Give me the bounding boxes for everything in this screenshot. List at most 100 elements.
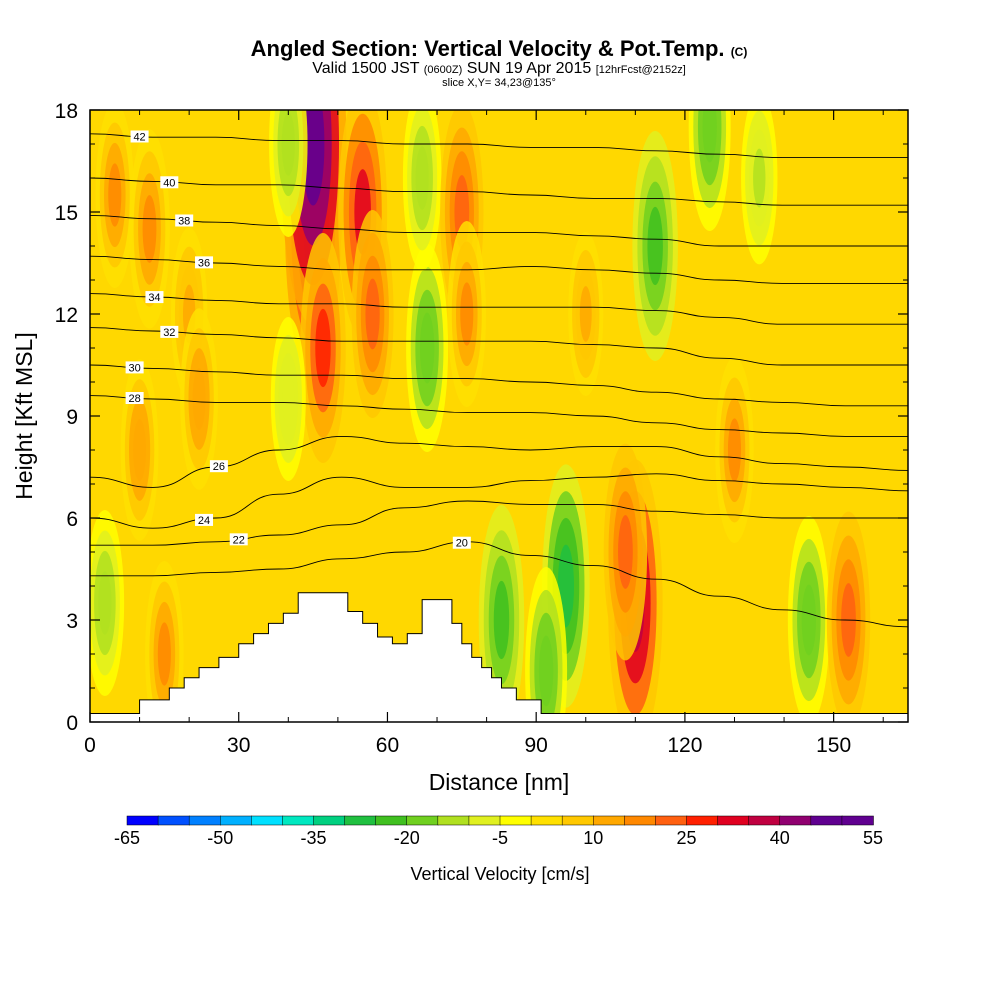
theta-contour <box>90 177 908 206</box>
velocity-cell <box>192 368 206 430</box>
colorbar-tick-label: -5 <box>492 828 508 848</box>
theta-contours: 20 22 24 26 28 30 32 34 36 38 40 42 <box>90 130 908 628</box>
y-axis-label: Height [Kft MSL] <box>11 332 37 499</box>
contour-label-bg <box>229 533 248 546</box>
velocity-cell <box>538 635 554 707</box>
colorbar-swatch <box>375 815 408 826</box>
colorbar-tick-label: 55 <box>863 828 883 848</box>
velocity-cell <box>157 622 171 686</box>
colorbar-swatch <box>406 815 439 826</box>
velocity-cell <box>618 515 633 589</box>
y-tick-label: 0 <box>66 712 78 735</box>
terrain-mask <box>89 592 909 723</box>
velocity-cell <box>647 206 663 286</box>
contour-label: 36 <box>198 257 210 269</box>
contour-label-bg <box>209 460 228 473</box>
velocity-cell <box>301 110 325 206</box>
y-tick-label: 12 <box>55 304 78 327</box>
colorbar-tick-label: -20 <box>394 828 420 848</box>
velocity-cell <box>727 418 742 482</box>
velocity-cell <box>753 148 766 208</box>
theta-contour <box>90 133 908 159</box>
contour-label: 40 <box>163 177 175 189</box>
y-tick-label: 15 <box>55 202 78 225</box>
contour-label: 30 <box>128 362 140 374</box>
chart-subtitle: Valid 1500 JST (0600Z) SUN 19 Apr 2015 [… <box>312 60 686 77</box>
x-axis: 0 30 60 90 120 150 <box>84 110 884 757</box>
contour-label-bg <box>452 536 471 549</box>
velocity-cell <box>365 278 380 350</box>
colorbar-tick-label: 40 <box>770 828 790 848</box>
theta-contour <box>90 293 908 325</box>
slice-info: slice X,Y= 34,23@135° <box>442 77 556 89</box>
colorbar-swatch <box>779 815 812 826</box>
contour-label: 42 <box>133 131 145 143</box>
x-tick-label: 90 <box>525 734 548 757</box>
theta-contour <box>90 395 908 437</box>
colorbar-swatch <box>282 815 315 826</box>
colorbar-swatch <box>251 815 284 826</box>
colorbar-swatch <box>313 815 346 826</box>
theta-contour <box>90 500 908 546</box>
theta-contour <box>90 327 908 366</box>
y-tick-label: 3 <box>66 610 78 633</box>
colorbar-swatch <box>188 815 222 826</box>
colorbar-swatch <box>344 815 377 826</box>
velocity-cell <box>702 110 717 163</box>
colorbar-swatch <box>686 815 719 826</box>
colorbar-swatch <box>655 815 688 826</box>
contour-label: 22 <box>233 534 245 546</box>
x-axis-label: Distance [nm] <box>429 769 570 795</box>
colorbar-swatch <box>157 815 190 826</box>
colorbar-tick-label: -65 <box>114 828 140 848</box>
x-tick-label: 150 <box>816 734 851 757</box>
colorbar-swatch <box>437 815 470 826</box>
theta-contour <box>90 473 908 529</box>
colorbar-tick-label: -50 <box>207 828 233 848</box>
theta-contour <box>90 364 908 407</box>
colorbar-swatch <box>561 815 595 826</box>
velocity-cell <box>281 112 295 176</box>
velocity-cell <box>415 146 429 210</box>
contour-label: 38 <box>178 215 190 227</box>
colorbar-tick-label: -35 <box>300 828 326 848</box>
velocity-cell <box>579 286 592 342</box>
velocity-cell <box>493 580 510 660</box>
velocity-cell <box>98 571 112 635</box>
x-tick-label: 0 <box>84 734 96 757</box>
x-tick-label: 120 <box>667 734 702 757</box>
colorbar-swatch <box>717 815 750 826</box>
contour-label-bg <box>160 176 179 189</box>
velocity-cell <box>282 371 295 427</box>
contour-label: 34 <box>148 292 160 304</box>
velocity-cell <box>801 584 816 656</box>
y-tick-label: 9 <box>66 406 78 429</box>
contour-label: 24 <box>198 515 210 527</box>
colorbar-swatch <box>841 815 874 826</box>
contour-label: 26 <box>213 461 225 473</box>
theta-contour <box>90 541 908 628</box>
contour-label-bg <box>175 214 194 227</box>
colorbar-swatch <box>220 815 253 826</box>
x-tick-label: 60 <box>376 734 399 757</box>
velocity-field <box>90 110 871 722</box>
x-tick-label: 30 <box>227 734 250 757</box>
y-tick-label: 6 <box>66 508 78 531</box>
colorbar-swatch <box>499 815 532 826</box>
colorbar: -65 -50 -35 -20 -5 10 25 40 55 <box>114 815 883 848</box>
chart-title: Angled Section: Vertical Velocity & Pot.… <box>250 36 748 61</box>
contour-label-bg <box>195 256 214 269</box>
colorbar-swatch <box>530 815 563 826</box>
contour-label-bg <box>145 291 164 304</box>
velocity-cell <box>133 419 147 481</box>
colorbar-tick-label: 10 <box>583 828 603 848</box>
contour-label-bg <box>125 392 144 405</box>
velocity-cell <box>142 195 157 263</box>
contour-label-bg <box>130 130 149 143</box>
contour-label-bg <box>160 325 179 338</box>
colorbar-swatch <box>593 815 626 826</box>
contour-label: 28 <box>128 393 140 405</box>
velocity-cell <box>460 282 474 346</box>
